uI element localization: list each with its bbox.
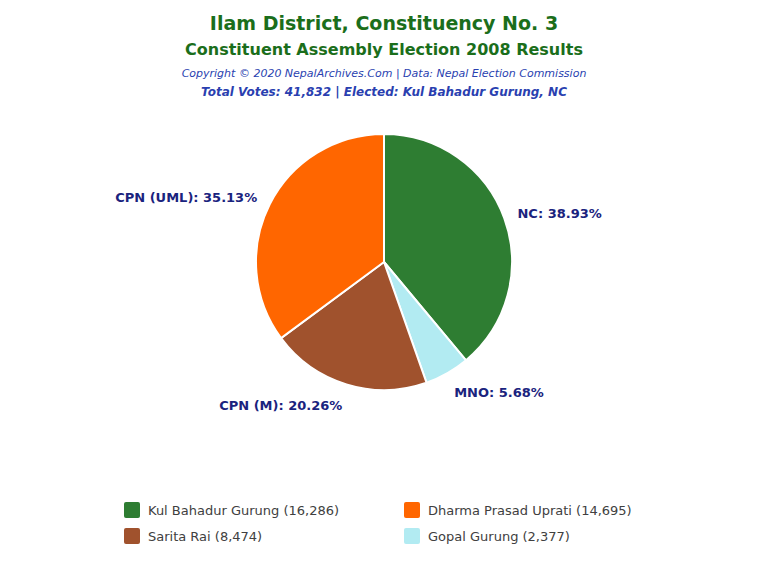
pie-labels: NC: 38.93% MNO: 5.68% CPN (M): 20.26% CPN (…	[115, 190, 602, 413]
background	[0, 0, 768, 576]
annotation: Total Votes: 41,832 | Elected: Kul Bahad…	[201, 85, 567, 99]
legend-label: Kul Bahadur Gurung (16,286)	[148, 503, 339, 518]
legend-label: Sarita Rai (8,474)	[148, 529, 262, 544]
legend-label: Gopal Gurung (2,377)	[428, 529, 570, 544]
pie: NC: 38.93%MNO: 5.68%CPN (M): 20.26%CPN (…	[256, 134, 512, 390]
data-label: CPN (M): 20.26%	[219, 398, 342, 413]
annotation: Copyright © 2020 NepalArchives.Com | Dat…	[182, 67, 587, 80]
legend-label: Dharma Prasad Uprati (14,695)	[428, 503, 632, 518]
legend-swatch	[404, 528, 420, 544]
data-label: MNO: 5.68%	[454, 385, 544, 400]
subtitle: Constituent Assembly Election 2008 Resul…	[185, 40, 583, 59]
data-label: NC: 38.93%	[517, 206, 601, 221]
legend-swatch	[404, 502, 420, 518]
data-label: CPN (UML): 35.13%	[115, 190, 257, 205]
chart: Ilam District, Constituency No. 3 Constit…	[0, 0, 768, 576]
legend: Kul Bahadur Gurung (16,286) Dharma Prasad…	[124, 502, 632, 544]
title: Ilam District, Constituency No. 3	[210, 12, 558, 34]
pie-slice: CPN (UML): 35.13%	[256, 134, 384, 338]
legend-swatch	[124, 528, 140, 544]
legend-swatch	[124, 502, 140, 518]
